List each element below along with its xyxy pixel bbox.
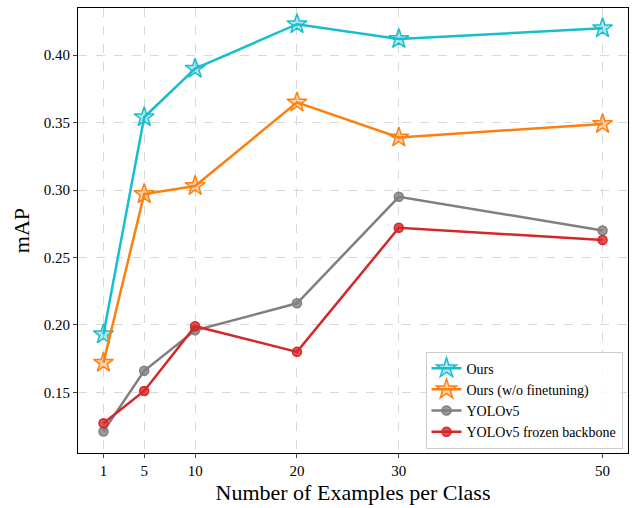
svg-text:0.20: 0.20 [44, 317, 70, 333]
svg-text:Number of Examples per Class: Number of Examples per Class [216, 480, 491, 505]
svg-text:0.40: 0.40 [44, 47, 70, 63]
svg-text:mAP: mAP [9, 208, 34, 253]
svg-text:0.15: 0.15 [44, 385, 70, 401]
svg-text:10: 10 [188, 463, 203, 479]
svg-text:20: 20 [289, 463, 304, 479]
svg-text:1: 1 [100, 463, 108, 479]
svg-text:0.25: 0.25 [44, 250, 70, 266]
svg-text:YOLOv5: YOLOv5 [467, 404, 520, 419]
svg-text:Ours: Ours [467, 362, 494, 377]
svg-text:30: 30 [391, 463, 406, 479]
svg-text:0.30: 0.30 [44, 182, 70, 198]
svg-text:5: 5 [140, 463, 148, 479]
svg-text:50: 50 [595, 463, 610, 479]
svg-text:Ours (w/o finetuning): Ours (w/o finetuning) [467, 383, 589, 399]
svg-text:YOLOv5 frozen backbone: YOLOv5 frozen backbone [467, 425, 616, 440]
svg-text:0.35: 0.35 [44, 115, 70, 131]
